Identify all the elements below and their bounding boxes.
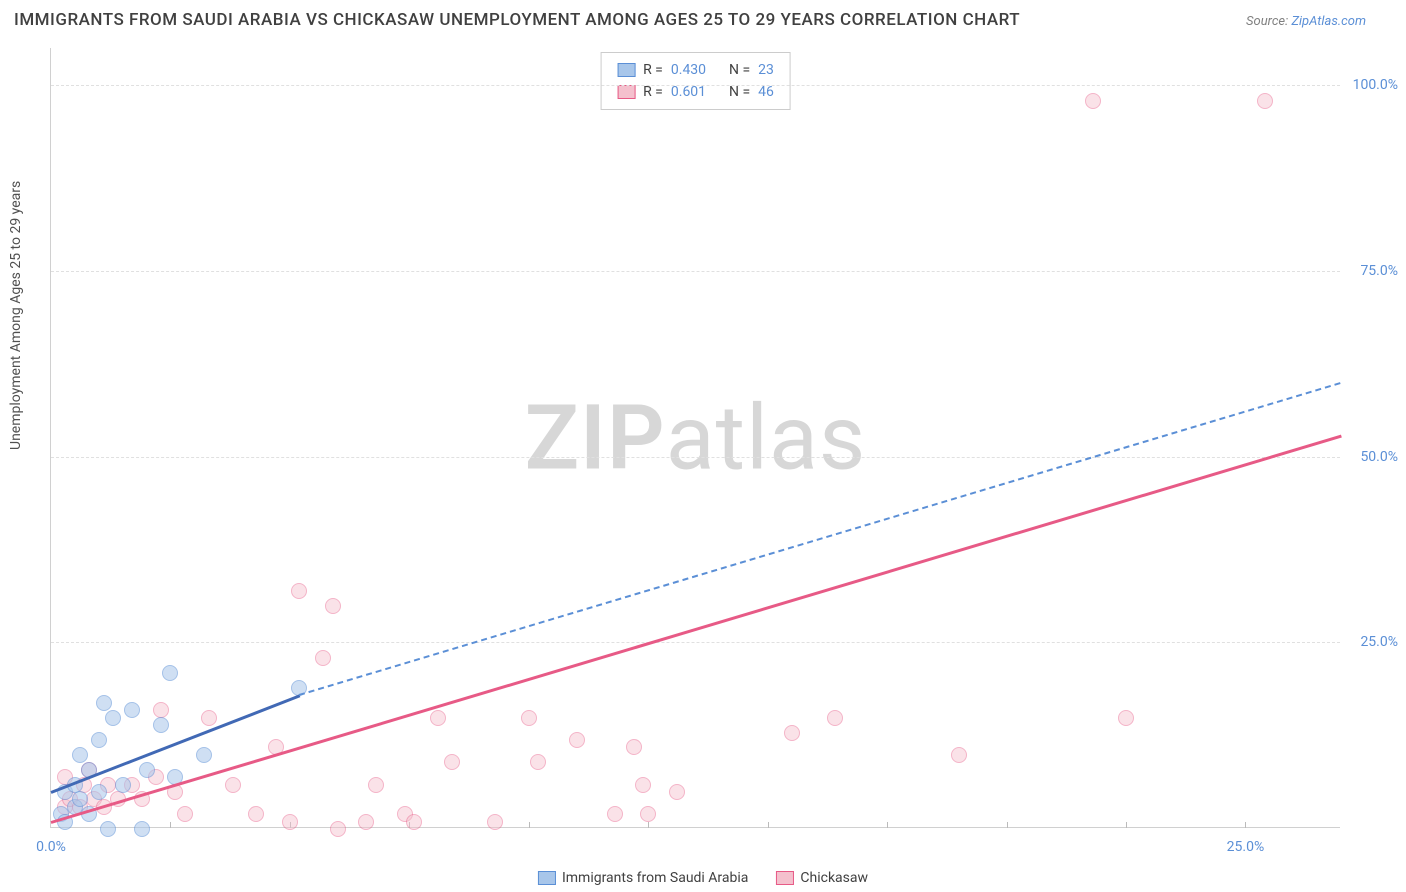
scatter-point: [444, 754, 460, 770]
scatter-point: [951, 747, 967, 763]
legend-swatch-series-a: [538, 871, 556, 885]
gridline-horizontal: [51, 271, 1340, 272]
scatter-point: [291, 583, 307, 599]
x-minor-tick: [1126, 822, 1127, 828]
watermark: ZIPatlas: [525, 385, 867, 490]
scatter-point: [315, 650, 331, 666]
scatter-point: [153, 717, 169, 733]
chart-title: IMMIGRANTS FROM SAUDI ARABIA VS CHICKASA…: [14, 10, 1020, 30]
trend-line: [51, 434, 1342, 823]
legend-correlation: R = 0.430 N = 23 R = 0.601 N = 46: [600, 52, 791, 110]
plot-area: ZIPatlas R = 0.430 N = 23 R = 0.601 N = …: [50, 48, 1340, 828]
legend-item-series-b: Chickasaw: [776, 870, 868, 886]
scatter-point: [626, 739, 642, 755]
gridline-horizontal: [51, 457, 1340, 458]
y-axis-label: Unemployment Among Ages 25 to 29 years: [8, 181, 24, 450]
y-tick-label: 75.0%: [1360, 263, 1398, 279]
scatter-point: [72, 791, 88, 807]
y-tick-label: 25.0%: [1360, 634, 1398, 650]
scatter-point: [196, 747, 212, 763]
legend-row: R = 0.430 N = 23: [617, 59, 774, 81]
scatter-point: [139, 762, 155, 778]
n-label: N =: [729, 59, 750, 81]
correlation-chart: IMMIGRANTS FROM SAUDI ARABIA VS CHICKASA…: [0, 0, 1406, 892]
scatter-point: [162, 665, 178, 681]
x-tick-label: 0.0%: [36, 839, 66, 855]
scatter-point: [530, 754, 546, 770]
x-minor-tick: [887, 822, 888, 828]
scatter-point: [330, 821, 346, 837]
watermark-bold: ZIP: [525, 385, 666, 490]
x-minor-tick: [648, 822, 649, 828]
y-tick-label: 100.0%: [1353, 77, 1398, 93]
r-label: R =: [643, 59, 663, 81]
scatter-point: [607, 806, 623, 822]
legend-swatch-series-b: [617, 85, 635, 99]
legend-swatch-series-b: [776, 871, 794, 885]
scatter-point: [1257, 93, 1273, 109]
scatter-point: [635, 777, 651, 793]
n-value-series-a: 23: [758, 59, 774, 81]
scatter-point: [640, 806, 656, 822]
source-attribution: Source: ZipAtlas.com: [1246, 14, 1366, 29]
x-minor-tick: [529, 822, 530, 828]
x-minor-tick: [1245, 822, 1246, 828]
scatter-point: [368, 777, 384, 793]
scatter-point: [282, 814, 298, 830]
scatter-point: [201, 710, 217, 726]
scatter-point: [669, 784, 685, 800]
x-minor-tick: [768, 822, 769, 828]
scatter-point: [827, 710, 843, 726]
scatter-point: [105, 710, 121, 726]
gridline-horizontal: [51, 642, 1340, 643]
scatter-point: [430, 710, 446, 726]
scatter-point: [358, 814, 374, 830]
scatter-point: [521, 710, 537, 726]
scatter-point: [248, 806, 264, 822]
x-minor-tick: [1007, 822, 1008, 828]
scatter-point: [153, 702, 169, 718]
x-tick-label: 25.0%: [1227, 839, 1265, 855]
source-label: Source:: [1246, 14, 1288, 29]
scatter-point: [1118, 710, 1134, 726]
scatter-point: [96, 695, 112, 711]
scatter-point: [134, 821, 150, 837]
legend-swatch-series-a: [617, 63, 635, 77]
scatter-point: [72, 747, 88, 763]
scatter-point: [225, 777, 241, 793]
scatter-point: [1085, 93, 1101, 109]
legend-label-series-a: Immigrants from Saudi Arabia: [562, 870, 748, 886]
scatter-point: [177, 806, 193, 822]
scatter-point: [91, 784, 107, 800]
scatter-point: [784, 725, 800, 741]
legend-series: Immigrants from Saudi Arabia Chickasaw: [538, 870, 868, 886]
gridline-horizontal: [51, 85, 1340, 86]
trend-line-extrapolated: [299, 382, 1341, 696]
r-value-series-a: 0.430: [671, 59, 706, 81]
watermark-light: atlas: [666, 385, 867, 490]
legend-item-series-a: Immigrants from Saudi Arabia: [538, 870, 748, 886]
scatter-point: [406, 814, 422, 830]
scatter-point: [569, 732, 585, 748]
scatter-point: [124, 702, 140, 718]
x-minor-tick: [170, 822, 171, 828]
scatter-point: [115, 777, 131, 793]
source-link[interactable]: ZipAtlas.com: [1291, 14, 1366, 29]
y-tick-label: 50.0%: [1360, 449, 1398, 465]
scatter-point: [325, 598, 341, 614]
scatter-point: [487, 814, 503, 830]
scatter-point: [91, 732, 107, 748]
legend-label-series-b: Chickasaw: [800, 870, 868, 886]
scatter-point: [100, 821, 116, 837]
